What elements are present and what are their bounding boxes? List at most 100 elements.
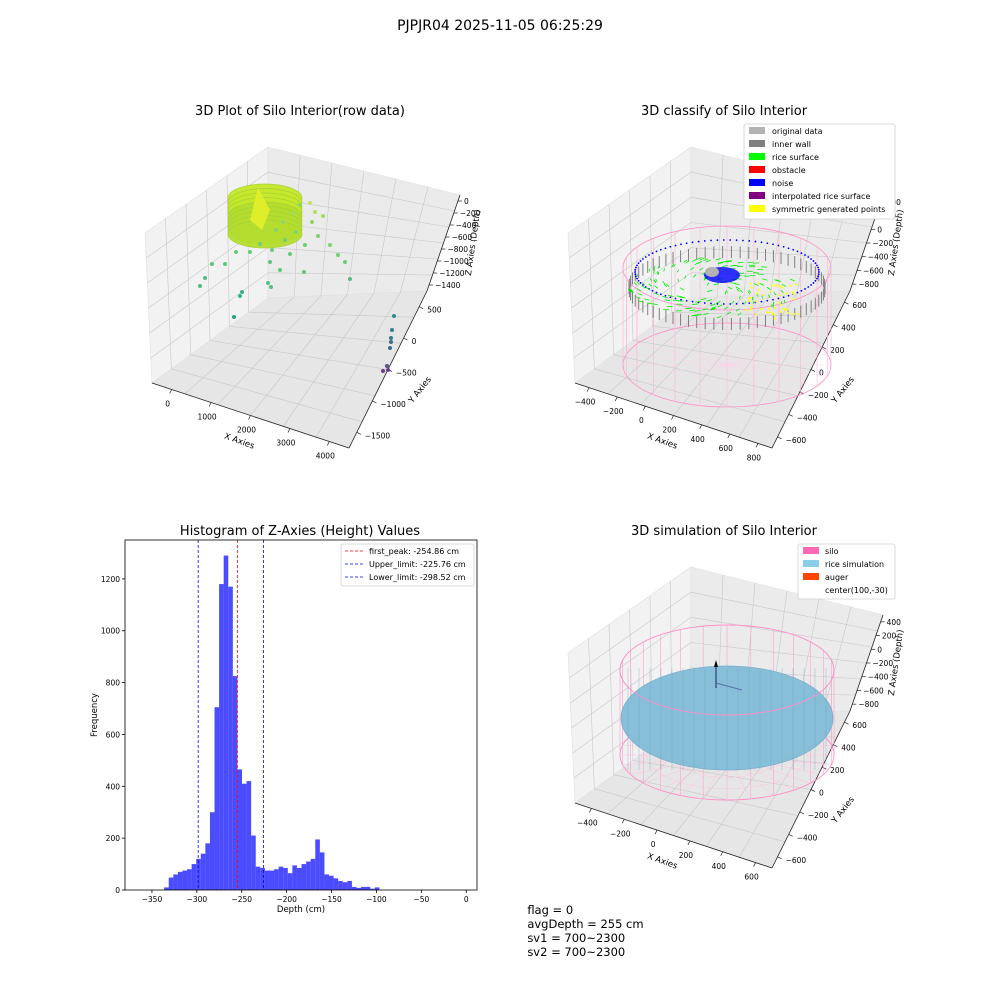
simulation_plot-x-tick bbox=[655, 830, 657, 834]
classify-noise-point bbox=[736, 239, 738, 241]
classify-symmetric-point bbox=[749, 283, 751, 285]
classify_plot-y-tick bbox=[833, 325, 837, 327]
classify-legend-swatch bbox=[749, 140, 765, 147]
simulation_plot-x-tick-label: −400 bbox=[577, 818, 598, 827]
classify-noise-point bbox=[792, 249, 794, 251]
raw-data-point bbox=[313, 210, 317, 214]
raw_plot-y-tick bbox=[372, 401, 376, 403]
histogram-y-tick-label: 1200 bbox=[101, 575, 120, 584]
raw-data-point bbox=[238, 294, 242, 298]
raw_plot-x-tick bbox=[170, 390, 172, 394]
classify-symmetric-point bbox=[783, 308, 785, 310]
classify-noise-point bbox=[772, 243, 774, 245]
classify_plot-y-tick bbox=[811, 370, 815, 372]
simulation_plot-z-tick-label: −400 bbox=[868, 673, 889, 682]
classify-rice-surface-point bbox=[773, 305, 774, 308]
histogram-bar bbox=[237, 769, 242, 890]
histogram-y-tick-label: 200 bbox=[106, 834, 121, 843]
histogram-bar bbox=[192, 864, 197, 890]
classify_plot-x-tick-label: 400 bbox=[690, 435, 705, 444]
classify-noise-point bbox=[729, 239, 731, 241]
simulation_plot-y-tick bbox=[778, 857, 782, 859]
histogram-bar bbox=[182, 871, 187, 890]
raw-data-point bbox=[328, 243, 332, 247]
classify-noise-point bbox=[818, 271, 820, 273]
simulation_plot-x-label: X Axies bbox=[646, 852, 679, 872]
classify-noise-point bbox=[634, 269, 636, 271]
classify-noise-point bbox=[813, 260, 815, 262]
raw-data-point bbox=[308, 201, 312, 205]
classify-noise-point bbox=[680, 243, 682, 245]
raw_plot-z-tick-label: 0 bbox=[464, 197, 469, 206]
classify-symmetric-point bbox=[755, 313, 757, 315]
classify-noise-point bbox=[675, 245, 677, 247]
simulation_plot-x-tick bbox=[721, 852, 723, 856]
raw_plot-y-tick bbox=[357, 432, 361, 434]
histogram-x-tick-label: 0 bbox=[464, 895, 469, 904]
histogram-legend-label: Upper_limit: -225.76 cm bbox=[369, 560, 466, 569]
classify-symmetric-point bbox=[775, 285, 777, 287]
simulation-legend-swatch bbox=[803, 560, 819, 567]
histogram-bar bbox=[173, 874, 178, 890]
raw-data-point bbox=[288, 252, 292, 256]
classify-symmetric-point bbox=[785, 292, 787, 294]
histogram-bar bbox=[187, 869, 192, 890]
histogram-y-tick-label: 400 bbox=[106, 782, 121, 791]
classify-noise-point bbox=[686, 300, 688, 302]
classify_plot-y-tick-label: −600 bbox=[786, 436, 807, 445]
raw-data-point bbox=[388, 346, 392, 350]
classify-noise-point bbox=[761, 241, 763, 243]
classify-noise-point bbox=[815, 262, 817, 264]
raw-data-point bbox=[343, 260, 347, 264]
classify-noise-point bbox=[652, 252, 654, 254]
classify-noise-point bbox=[804, 288, 806, 290]
raw_plot-y-tick-label: −500 bbox=[396, 369, 417, 378]
simulation_plot-x-tick-label: 600 bbox=[744, 873, 759, 882]
classify_plot-z-tick-label: −800 bbox=[858, 280, 879, 289]
raw-data-point bbox=[248, 250, 252, 254]
classify_plot-x-tick bbox=[587, 388, 589, 392]
raw_plot-y-tick-label: −1000 bbox=[380, 400, 406, 409]
histogram-bar bbox=[283, 868, 288, 890]
histogram-bar bbox=[256, 867, 261, 890]
classify-noise-point bbox=[660, 293, 662, 295]
simulation_plot-x-tick-label: 400 bbox=[712, 862, 727, 871]
classify-noise-point bbox=[665, 247, 667, 249]
classify-rice-surface-point bbox=[737, 266, 743, 267]
simulation_plot-z-tick-label: −800 bbox=[858, 700, 879, 709]
classify_plot-x-tick bbox=[672, 416, 674, 420]
classify-legend-label: noise bbox=[772, 179, 793, 188]
classify-noise-point bbox=[642, 258, 644, 260]
raw_plot-x-tick bbox=[209, 403, 211, 407]
classify_plot-x-label: X Axies bbox=[646, 432, 679, 452]
classify-symmetric-point bbox=[768, 308, 770, 310]
raw-data-point bbox=[336, 253, 340, 257]
classify-noise-point bbox=[788, 247, 790, 249]
classify-noise-point bbox=[692, 301, 694, 303]
histogram-bar bbox=[302, 864, 307, 890]
raw-rice-point-layer bbox=[228, 220, 302, 248]
histogram-y-tick-label: 0 bbox=[115, 886, 120, 895]
simulation_plot-y-tick-label: −400 bbox=[797, 833, 818, 842]
histogram-bar bbox=[228, 587, 233, 890]
classify-noise-point bbox=[723, 303, 725, 305]
classify-symmetric-point bbox=[760, 308, 762, 310]
classify-noise-point bbox=[748, 302, 750, 304]
histogram-x-tick-label: −250 bbox=[231, 895, 252, 904]
simulation_plot-y-tick bbox=[844, 722, 848, 724]
classify_plot-y-tick bbox=[844, 302, 848, 304]
classify-symmetric-point bbox=[786, 308, 788, 310]
classify_plot-x-tick-label: −200 bbox=[603, 407, 624, 416]
classify-noise-point bbox=[761, 301, 763, 303]
classify_plot-x-tick bbox=[700, 425, 702, 429]
histogram-bar bbox=[269, 871, 274, 890]
classify-noise-point bbox=[698, 241, 700, 243]
simulation_plot-y-tick-label: 600 bbox=[852, 721, 867, 730]
raw-data-point bbox=[294, 230, 298, 234]
classify_plot-x-tick bbox=[643, 406, 645, 410]
raw_plot-y-tick bbox=[404, 338, 408, 340]
raw_plot-y-tick-label: 500 bbox=[427, 306, 442, 315]
simulation_plot-y-tick bbox=[822, 767, 826, 769]
raw-data-point bbox=[232, 315, 236, 319]
raw-data-point bbox=[268, 260, 272, 264]
